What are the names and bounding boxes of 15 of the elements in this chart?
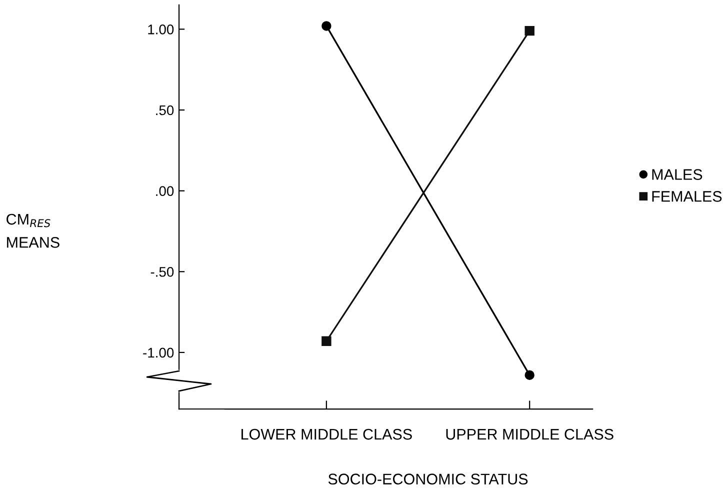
point bbox=[322, 21, 332, 31]
legend-label: MALES bbox=[652, 169, 702, 180]
text: CM$_{RES}$ MEANS bbox=[6, 214, 60, 248]
point bbox=[524, 370, 534, 380]
y-tick-label: -.50 bbox=[150, 266, 174, 277]
x-axis-title: SOCIO-ECONOMIC STATUS bbox=[328, 474, 528, 484]
point bbox=[524, 26, 534, 36]
y-tick-label: -1.00 bbox=[143, 348, 174, 358]
point bbox=[322, 336, 332, 346]
x-tick-label: UPPER MIDDLE CLASS bbox=[446, 428, 614, 440]
y-tick-label: .00 bbox=[156, 186, 174, 196]
legend-label: FEMALES bbox=[652, 191, 722, 202]
x-tick-label: LOWER MIDDLE CLASS bbox=[242, 428, 412, 440]
y-tick-label: 1.00 bbox=[148, 24, 174, 34]
y-tick-label: .50 bbox=[156, 105, 174, 116]
